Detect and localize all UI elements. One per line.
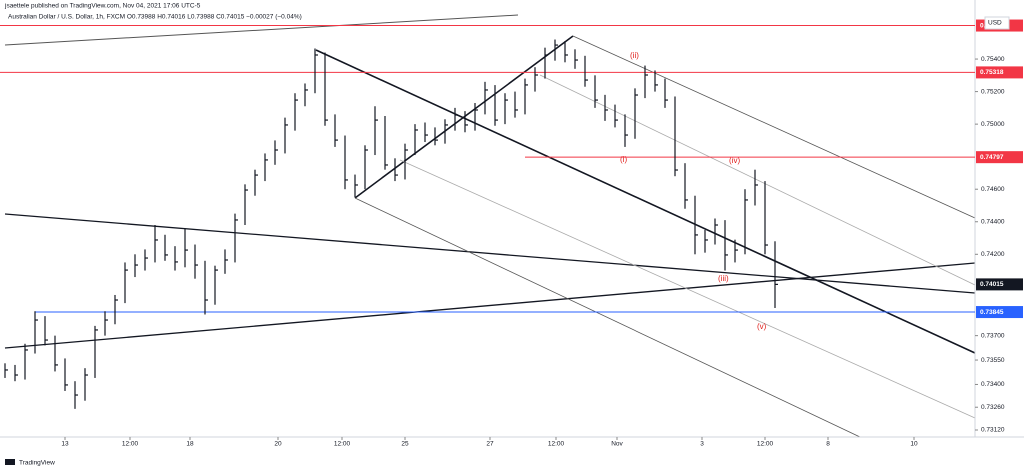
last-price-box: [976, 278, 1023, 291]
x-tick-label: 8: [826, 441, 830, 448]
x-tick-label: 3: [700, 441, 704, 448]
x-tick-label: 25: [401, 441, 409, 448]
published-line: jsaettele published on TradingView.com, …: [4, 3, 201, 10]
x-tick-label: 10: [910, 441, 918, 448]
pitchfork-line: [539, 74, 976, 286]
x-tick-label: 12:00: [757, 441, 774, 448]
y-tick-label: 0.74600: [981, 186, 1005, 193]
chart-title: Australian Dollar / U.S. Dollar, 1h, FXC…: [8, 14, 302, 21]
level-label-box: [976, 306, 1023, 319]
y-tick-label: 0.73550: [981, 357, 1005, 364]
wave-label: (iv): [729, 156, 740, 165]
trend-line: [4, 213, 976, 294]
x-tick-label: 12:00: [122, 441, 139, 448]
x-tick-label: 20: [274, 441, 282, 448]
level-label-box: [976, 151, 1023, 164]
x-tick-label: Nov: [611, 441, 623, 448]
brand-name: TradingView: [19, 460, 55, 467]
pitchfork-line: [354, 35, 574, 199]
pitchfork-line: [572, 35, 976, 219]
x-tick-label: 27: [486, 441, 494, 448]
y-tick-label: 0.73700: [981, 332, 1005, 339]
y-tick-label: 0.74200: [981, 251, 1005, 258]
y-tick-label: 0.75000: [981, 121, 1005, 128]
y-tick-label: 0.73120: [981, 427, 1005, 434]
trend-line: [4, 262, 976, 349]
y-tick-label: 0.75200: [981, 88, 1005, 95]
level-label: 0.75318: [980, 69, 1004, 76]
pitchfork-line: [354, 197, 861, 438]
trend-line: [4, 14, 519, 46]
brand: TradingView: [5, 459, 55, 467]
level-label-box: [976, 66, 1023, 79]
currency-label: USD: [988, 20, 1002, 27]
last-price-label: 0.74015: [980, 281, 1004, 288]
y-tick-label: 0.73400: [981, 381, 1005, 388]
y-tick-label: 0.74400: [981, 218, 1005, 225]
drawings: [4, 14, 976, 438]
wave-label: (v): [757, 322, 767, 331]
x-tick-label: 12:00: [334, 441, 351, 448]
pitchfork-line: [399, 159, 976, 419]
y-tick-label: 0.73260: [981, 404, 1005, 411]
wave-label: (i): [620, 155, 627, 164]
x-tick-label: 12:00: [548, 441, 565, 448]
x-tick-label: 18: [186, 441, 194, 448]
brand-logo: [5, 459, 15, 465]
x-tick-label: 13: [61, 441, 69, 448]
level-label: 0.73845: [980, 309, 1004, 316]
level-label: 0.74797: [980, 154, 1004, 161]
y-tick-label: 0.75400: [981, 56, 1005, 63]
wave-label: (ii): [630, 51, 639, 60]
wave-label: (iii): [718, 274, 729, 283]
trend-line: [315, 49, 976, 354]
currency-box: [984, 16, 1010, 30]
